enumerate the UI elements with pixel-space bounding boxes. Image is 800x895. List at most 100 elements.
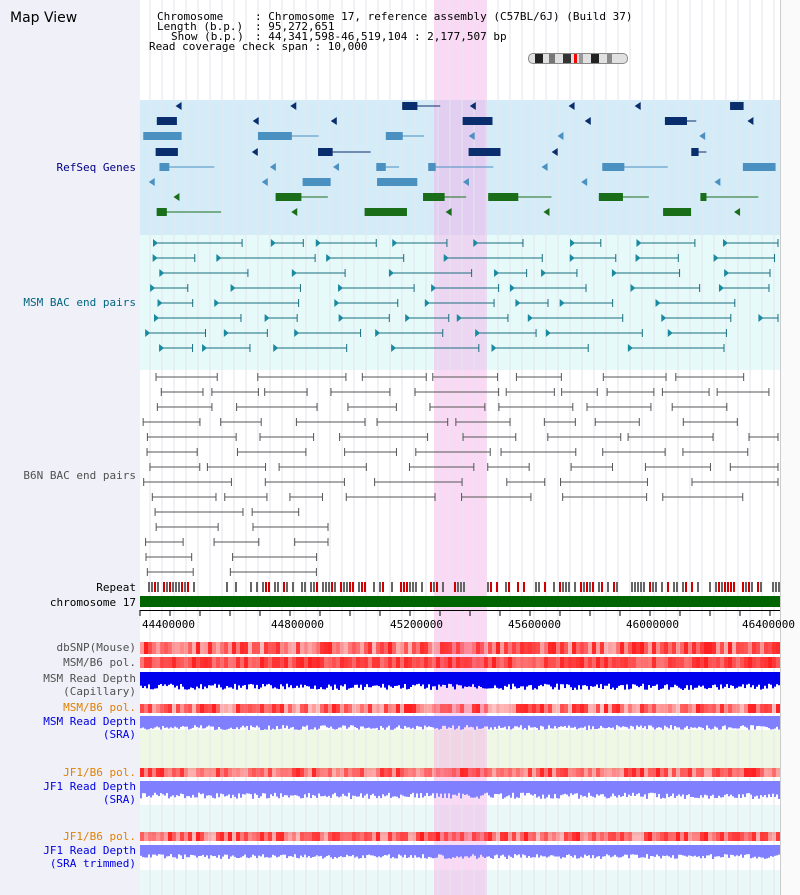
repeat-mark xyxy=(436,582,438,592)
polymorphism-cell xyxy=(532,642,536,654)
polymorphism-cell xyxy=(568,768,572,777)
read-depth-bar xyxy=(334,845,336,857)
polymorphism-cell xyxy=(644,704,648,713)
read-depth-bar xyxy=(280,716,282,729)
read-depth-bar xyxy=(404,672,406,684)
read-depth-bar xyxy=(612,672,614,688)
read-depth-bar xyxy=(436,716,438,729)
read-depth-bar xyxy=(516,716,518,727)
read-depth-bar xyxy=(430,845,432,858)
polymorphism-cell xyxy=(268,704,272,713)
read-depth-bar xyxy=(544,781,546,799)
read-depth-bar xyxy=(204,845,206,857)
polymorphism-cell xyxy=(680,657,684,668)
read-depth-bar xyxy=(660,845,662,859)
read-depth-bar xyxy=(408,781,410,797)
repeat-mark xyxy=(616,582,618,592)
read-depth-bar xyxy=(338,716,340,728)
polymorphism-cell xyxy=(180,768,184,777)
read-depth-bar xyxy=(714,716,716,727)
polymorphism-cell xyxy=(724,704,728,713)
read-depth-bar xyxy=(712,845,714,859)
polymorphism-cell xyxy=(676,657,680,668)
polymorphism-cell xyxy=(328,768,332,777)
read-depth-bar xyxy=(606,781,608,799)
polymorphism-cell xyxy=(416,704,420,713)
polymorphism-cell xyxy=(436,832,440,841)
polymorphism-cell xyxy=(540,768,544,777)
polymorphism-cell xyxy=(620,642,624,654)
repeat-mark xyxy=(265,582,267,592)
chromosome-bar[interactable] xyxy=(140,596,780,607)
polymorphism-cell xyxy=(232,832,236,841)
read-depth-bar xyxy=(518,672,520,688)
read-depth-bar xyxy=(710,845,712,855)
read-depth-bar xyxy=(308,781,310,794)
polymorphism-cell xyxy=(420,768,424,777)
read-depth-bar xyxy=(666,845,668,856)
polymorphism-cell xyxy=(760,768,764,777)
polymorphism-cell xyxy=(496,832,500,841)
read-depth-bar xyxy=(250,781,252,795)
read-depth-bar xyxy=(196,672,198,687)
read-depth-bar xyxy=(380,845,382,858)
read-depth-bar xyxy=(304,716,306,727)
read-depth-bar xyxy=(168,672,170,685)
read-depth-bar xyxy=(452,845,454,858)
read-depth-bar xyxy=(350,672,352,688)
read-depth-bar xyxy=(370,845,372,856)
read-depth-bar xyxy=(572,716,574,728)
read-depth-bar xyxy=(360,672,362,685)
read-depth-bar xyxy=(422,781,424,798)
track-label-msm-depth-cap-sub: (Capillary) xyxy=(63,685,136,698)
read-depth-bar xyxy=(308,845,310,857)
read-depth-bar xyxy=(770,845,772,857)
read-depth-bar xyxy=(434,781,436,799)
polymorphism-cell xyxy=(736,657,740,668)
bac-end-pair xyxy=(494,269,500,277)
read-depth-bar xyxy=(172,672,174,685)
polymorphism-cell xyxy=(672,642,676,654)
chromosome-ideogram[interactable] xyxy=(528,53,628,64)
read-depth-bar xyxy=(550,716,552,729)
read-depth-bar xyxy=(498,716,500,726)
polymorphism-cell xyxy=(372,657,376,668)
polymorphism-cell xyxy=(636,657,640,668)
polymorphism-cell xyxy=(556,704,560,713)
read-depth-bar xyxy=(478,845,480,858)
read-depth-bar xyxy=(188,781,190,797)
polymorphism-cell xyxy=(216,642,220,654)
polymorphism-cell xyxy=(448,768,452,777)
polymorphism-cell xyxy=(676,642,680,654)
polymorphism-cell xyxy=(560,642,564,654)
read-depth-bar xyxy=(568,781,570,797)
read-depth-bar xyxy=(414,781,416,798)
read-depth-bar xyxy=(252,845,254,855)
polymorphism-cell xyxy=(712,768,716,777)
polymorphism-cell xyxy=(140,657,144,668)
read-depth-bar xyxy=(626,845,628,855)
read-depth-bar xyxy=(228,845,230,859)
read-depth-bar xyxy=(748,672,750,684)
polymorphism-cell xyxy=(232,768,236,777)
read-depth-bar xyxy=(646,781,648,799)
read-depth-bar xyxy=(484,781,486,794)
read-depth-bar xyxy=(332,781,334,795)
bac-end-pair xyxy=(541,269,547,277)
read-depth-bar xyxy=(608,781,610,799)
polymorphism-cell xyxy=(468,704,472,713)
polymorphism-cell xyxy=(160,657,164,668)
read-depth-bar xyxy=(418,672,420,684)
track-label-b6n-bac: B6N BAC end pairs xyxy=(23,469,136,482)
polymorphism-cell xyxy=(264,768,268,777)
read-depth-bar xyxy=(180,716,182,727)
read-depth-bar xyxy=(258,672,260,690)
read-depth-bar xyxy=(258,845,260,856)
polymorphism-cell xyxy=(472,704,476,713)
polymorphism-cell xyxy=(748,642,752,654)
read-depth-bar xyxy=(570,672,572,688)
repeat-mark xyxy=(325,582,327,592)
repeat-mark xyxy=(685,582,687,592)
polymorphism-cell xyxy=(312,642,316,654)
